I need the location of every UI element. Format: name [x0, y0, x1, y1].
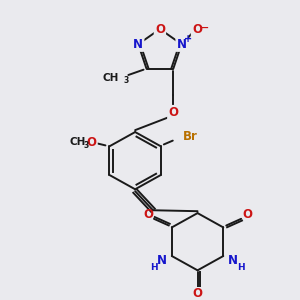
Text: CH: CH: [70, 136, 86, 147]
Text: 3: 3: [84, 141, 89, 150]
Text: O: O: [143, 208, 153, 220]
Text: N: N: [228, 254, 238, 267]
Text: CH: CH: [102, 73, 119, 83]
Text: Br: Br: [183, 130, 198, 143]
Text: H: H: [237, 263, 245, 272]
Text: O: O: [192, 23, 202, 36]
Text: N: N: [133, 38, 143, 51]
Text: 3: 3: [123, 76, 129, 85]
Text: +: +: [184, 34, 193, 44]
Text: O: O: [193, 287, 202, 300]
Text: N: N: [177, 38, 187, 51]
Text: O: O: [242, 208, 252, 220]
Text: H: H: [150, 263, 158, 272]
Text: N: N: [157, 254, 167, 267]
Text: O: O: [87, 136, 97, 149]
Text: −: −: [200, 22, 210, 32]
Text: O: O: [155, 22, 165, 35]
Text: O: O: [168, 106, 178, 119]
